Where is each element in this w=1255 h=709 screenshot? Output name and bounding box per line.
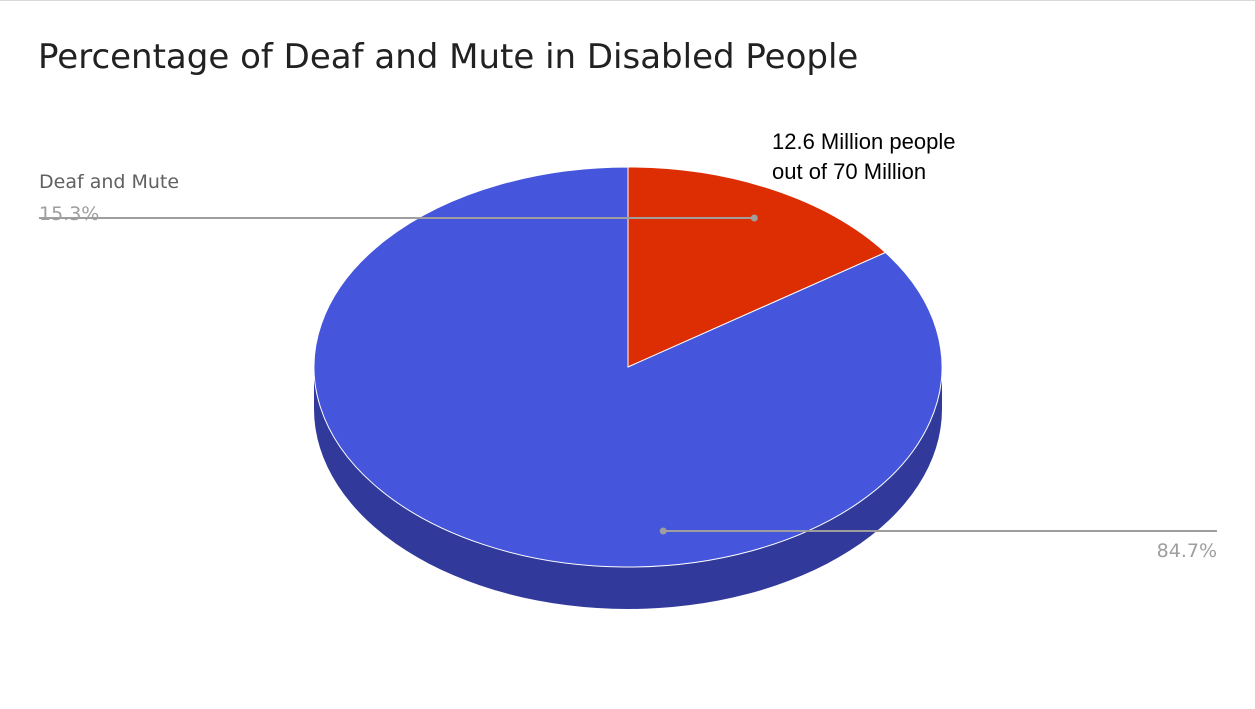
pie-top-layer	[313, 166, 943, 568]
slice-value-deaf-and-mute: 15.3%	[39, 203, 100, 225]
chart-annotation: 12.6 Million people out of 70 Million	[772, 127, 955, 187]
annotation-line-2: out of 70 Million	[772, 159, 927, 184]
pie-side-1	[314, 367, 942, 609]
pie-slice-deaf-and-mute	[627, 166, 887, 368]
top-border	[0, 0, 1255, 1]
leader-dot-deaf-and-mute	[750, 214, 758, 222]
pie-leader-lines	[39, 214, 1217, 535]
annotation-line-1: 12.6 Million people	[772, 129, 956, 154]
chart-title: Percentage of Deaf and Mute in Disabled …	[38, 37, 859, 77]
pie-side-layer	[314, 367, 942, 609]
leader-dot-other	[659, 527, 667, 535]
pie-slice-other	[313, 166, 943, 568]
slice-label-deaf-and-mute: Deaf and Mute	[39, 171, 180, 193]
slice-value-other: 84.7%	[1156, 540, 1217, 562]
